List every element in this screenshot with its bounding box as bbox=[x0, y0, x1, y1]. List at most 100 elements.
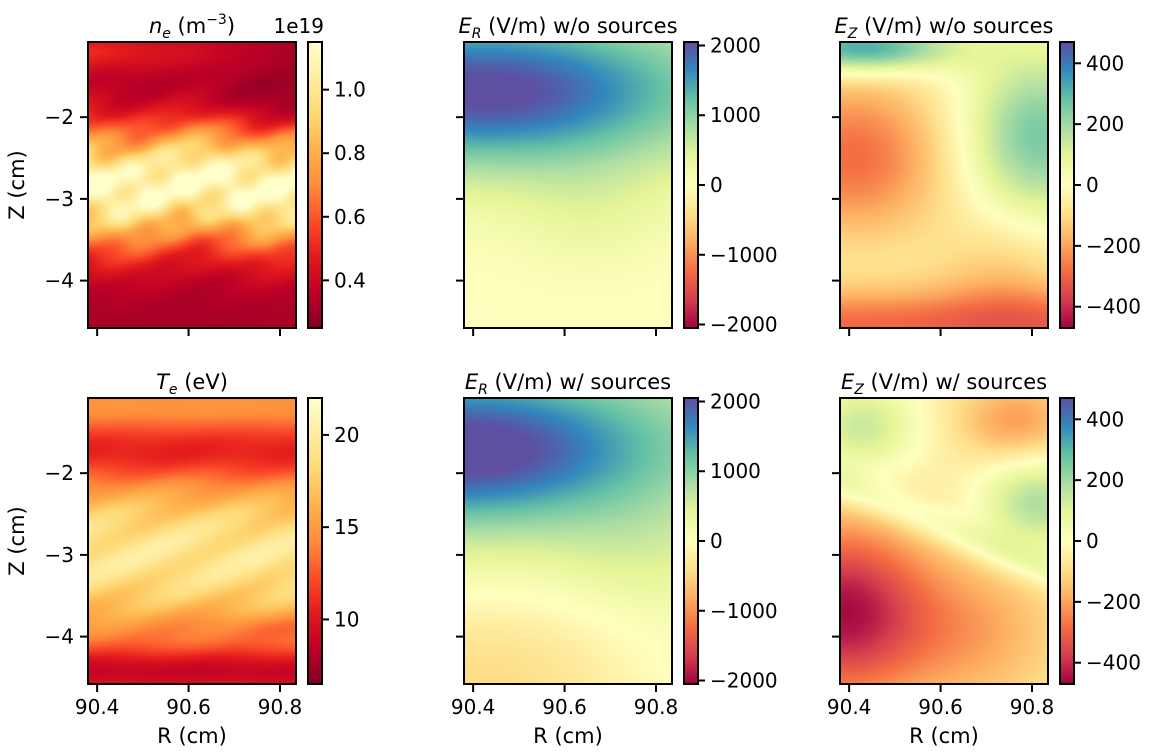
colorbar-tick-label: 0.4 bbox=[334, 268, 366, 292]
subplot-title: EZ (V/m) w/ sources bbox=[841, 370, 1047, 398]
title-subscript: R bbox=[472, 26, 482, 42]
subplot-title: ne (m−3) bbox=[149, 12, 235, 42]
title-text: (m bbox=[171, 14, 206, 38]
colorbar-tick-label: −400 bbox=[1086, 651, 1141, 675]
x-tick-label: 90.4 bbox=[75, 695, 120, 719]
x-tick-label: 90.8 bbox=[634, 695, 679, 719]
title-symbol: E bbox=[835, 14, 849, 38]
title-text: (V/m) w/ sources bbox=[488, 370, 671, 394]
subplot-ez_w: EZ (V/m) w/ sources 90.4 90.6 90.8 R (cm) 400… bbox=[827, 370, 1141, 748]
colorbar-tick-label: −1000 bbox=[710, 599, 778, 623]
colorbar-tick-label: 0 bbox=[1086, 529, 1099, 553]
colorbar-tick-label: −200 bbox=[1086, 234, 1141, 258]
x-tick-label: 90.4 bbox=[827, 695, 872, 719]
axes-frame bbox=[87, 397, 297, 685]
colorbar-tick-label: 0.6 bbox=[334, 205, 366, 229]
colorbar bbox=[308, 398, 322, 684]
colorbar-tick-label: −200 bbox=[1086, 590, 1141, 614]
y-tick-label: −4 bbox=[45, 625, 74, 649]
axes-frame bbox=[839, 397, 1049, 685]
axes-frame bbox=[463, 397, 673, 685]
heatmap-image bbox=[840, 398, 1048, 684]
title-text: (eV) bbox=[178, 370, 228, 394]
colorbar-tick-label: −400 bbox=[1086, 295, 1141, 319]
colorbar-tick-label: −2000 bbox=[710, 669, 778, 693]
heatmap-image bbox=[88, 42, 296, 328]
subplot-title: Te (eV) bbox=[156, 370, 228, 398]
x-axis-label: R (cm) bbox=[533, 724, 603, 748]
x-tick-label: 90.4 bbox=[451, 695, 496, 719]
title-subscript: Z bbox=[847, 26, 858, 42]
y-axis-label: Z (cm) bbox=[5, 150, 29, 219]
y-tick-label: −2 bbox=[45, 105, 74, 129]
subplot-title: ER (V/m) w/ sources bbox=[465, 370, 671, 398]
colorbar-tick-label: 200 bbox=[1086, 112, 1124, 136]
colorbar-tick-label: 0 bbox=[710, 173, 723, 197]
title-text: (V/m) w/ sources bbox=[864, 370, 1047, 394]
colorbar-tick-label: 2000 bbox=[710, 33, 761, 57]
colorbar-tick-label: 2000 bbox=[710, 389, 761, 413]
title-end: ) bbox=[227, 14, 235, 38]
subplot-er_wo: ER (V/m) w/o sources 2000 1000 0 −1000 −2000 bbox=[456, 14, 778, 337]
colorbar-frame bbox=[307, 397, 323, 685]
x-tick-label: 90.6 bbox=[166, 695, 211, 719]
x-axis-label: R (cm) bbox=[157, 724, 227, 748]
x-axis-label: R (cm) bbox=[909, 724, 979, 748]
title-subscript: R bbox=[478, 382, 488, 398]
title-subscript: e bbox=[162, 26, 171, 42]
colorbar-tick-label: 200 bbox=[1086, 468, 1124, 492]
colorbar-frame bbox=[307, 41, 323, 329]
y-tick-label: −3 bbox=[45, 543, 74, 567]
heatmap-image bbox=[464, 42, 672, 328]
axes-frame bbox=[87, 41, 297, 329]
title-symbol: n bbox=[149, 14, 162, 38]
title-symbol: E bbox=[458, 14, 472, 38]
axes-frame bbox=[839, 41, 1049, 329]
subplot-te: Te (eV) 90.4 90.6 90.8 −2 −3 −4 R (cm) Z (cm) 10 1… bbox=[5, 370, 359, 748]
colorbar-tick-label: 1.0 bbox=[334, 78, 366, 102]
axes-frame bbox=[463, 41, 673, 329]
colorbar-tick-label: −2000 bbox=[710, 313, 778, 337]
colorbar-tick-label: −1000 bbox=[710, 243, 778, 267]
title-subscript: Z bbox=[853, 382, 864, 398]
colorbar bbox=[1060, 42, 1074, 328]
colorbar-tick-label: 15 bbox=[334, 515, 359, 539]
subplot-title: EZ (V/m) w/o sources bbox=[835, 14, 1054, 42]
title-text: (V/m) w/o sources bbox=[481, 14, 677, 38]
y-axis-label: Z (cm) bbox=[5, 506, 29, 575]
y-tick-label: −3 bbox=[45, 187, 74, 211]
x-tick-label: 90.8 bbox=[1010, 695, 1055, 719]
heatmap-image bbox=[464, 398, 672, 684]
colorbar bbox=[1060, 398, 1074, 684]
x-tick-label: 90.8 bbox=[258, 695, 303, 719]
colorbar-tick-label: 1000 bbox=[710, 459, 761, 483]
colorbar bbox=[684, 42, 698, 328]
x-tick-label: 90.6 bbox=[918, 695, 963, 719]
colorbar bbox=[308, 42, 322, 328]
heatmap-image bbox=[840, 42, 1048, 328]
colorbar-tick-label: 0.8 bbox=[334, 141, 366, 165]
x-tick-label: 90.6 bbox=[542, 695, 587, 719]
title-symbol: E bbox=[841, 370, 855, 394]
colorbar-tick-label: 400 bbox=[1086, 407, 1124, 431]
colorbar-offset-text: 1e19 bbox=[274, 14, 324, 38]
title-symbol: E bbox=[465, 370, 479, 394]
subplot-ez_wo: EZ (V/m) w/o sources 400 200 0 −200 −400 bbox=[832, 14, 1141, 336]
heatmap-image bbox=[88, 398, 296, 684]
title-superscript: −3 bbox=[206, 12, 227, 28]
colorbar-tick-label: 1000 bbox=[710, 103, 761, 127]
colorbar-tick-label: 20 bbox=[334, 423, 359, 447]
title-subscript: e bbox=[169, 382, 178, 398]
colorbar-tick-label: 0 bbox=[710, 529, 723, 553]
colorbar-tick-label: 400 bbox=[1086, 51, 1124, 75]
title-symbol: T bbox=[156, 370, 171, 394]
subplot-title: ER (V/m) w/o sources bbox=[458, 14, 677, 42]
colorbar bbox=[684, 398, 698, 684]
colorbar-tick-label: 10 bbox=[334, 607, 359, 631]
y-tick-label: −4 bbox=[45, 269, 74, 293]
title-text: (V/m) w/o sources bbox=[857, 14, 1053, 38]
y-tick-label: −2 bbox=[45, 461, 74, 485]
subplot-er_w: ER (V/m) w/ sources 90.4 90.6 90.8 R (cm) 200… bbox=[451, 370, 778, 748]
